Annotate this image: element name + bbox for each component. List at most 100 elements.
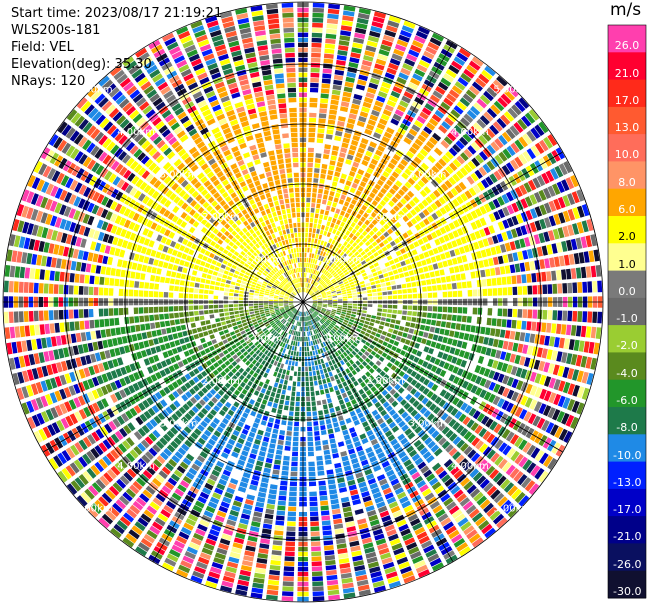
velocity-gate <box>475 154 484 164</box>
velocity-gate <box>500 499 512 511</box>
velocity-gate <box>279 399 285 405</box>
velocity-gate <box>386 313 392 318</box>
velocity-gate <box>519 262 526 272</box>
velocity-gate <box>274 398 279 404</box>
velocity-gate <box>365 282 371 287</box>
velocity-gate <box>397 267 403 273</box>
velocity-gate <box>464 190 473 199</box>
velocity-gate <box>487 236 494 246</box>
velocity-gate <box>205 538 217 546</box>
velocity-gate <box>103 308 109 317</box>
velocity-gate <box>511 319 517 329</box>
velocity-gate <box>521 274 527 284</box>
velocity-gate <box>173 306 179 312</box>
velocity-gate <box>413 391 421 399</box>
velocity-gate <box>586 219 594 232</box>
velocity-gate <box>316 198 322 204</box>
velocity-gate <box>322 439 329 445</box>
velocity-gate <box>246 373 252 380</box>
velocity-gate <box>249 399 255 405</box>
velocity-gate <box>352 265 358 271</box>
velocity-gate <box>80 332 87 342</box>
velocity-gate <box>410 551 422 560</box>
velocity-gate <box>53 310 59 320</box>
velocity-gate <box>378 274 384 279</box>
velocity-gate <box>239 518 249 525</box>
velocity-gate <box>379 199 387 207</box>
velocity-gate <box>311 37 322 43</box>
velocity-gate <box>469 468 480 479</box>
velocity-gate <box>499 266 506 275</box>
velocity-gate <box>486 278 492 287</box>
velocity-gate <box>320 325 324 331</box>
velocity-gate <box>349 187 356 194</box>
velocity-gate <box>293 315 297 320</box>
velocity-gate <box>428 249 435 256</box>
velocity-gate <box>547 185 556 197</box>
velocity-gate <box>317 249 321 255</box>
velocity-gate <box>90 330 97 340</box>
velocity-gate <box>318 234 323 240</box>
velocity-gate <box>225 316 230 320</box>
velocity-gate <box>372 528 383 536</box>
velocity-gate <box>138 290 144 297</box>
velocity-gate <box>448 529 460 540</box>
velocity-gate <box>514 491 526 504</box>
velocity-gate <box>358 388 365 395</box>
velocity-gate <box>539 374 547 386</box>
velocity-gate <box>350 221 356 228</box>
velocity-gate <box>254 308 259 311</box>
velocity-gate <box>201 547 213 556</box>
velocity-gate <box>351 182 358 189</box>
velocity-gate <box>400 528 411 537</box>
velocity-gate <box>307 172 313 178</box>
velocity-gate <box>394 383 401 391</box>
velocity-gate <box>89 319 95 329</box>
velocity-gate <box>576 189 585 202</box>
velocity-gate <box>301 317 303 322</box>
velocity-gate <box>299 326 301 332</box>
velocity-gate <box>570 238 578 250</box>
velocity-gate <box>359 416 367 423</box>
velocity-gate <box>311 541 321 547</box>
velocity-gate <box>340 360 345 366</box>
velocity-gate <box>557 196 566 209</box>
velocity-gate <box>588 341 595 354</box>
velocity-gate <box>277 439 284 445</box>
velocity-gate <box>407 164 416 172</box>
velocity-gate <box>143 509 155 519</box>
velocity-gate <box>393 340 400 347</box>
velocity-gate <box>567 310 573 322</box>
velocity-gate <box>536 322 542 332</box>
velocity-gate <box>411 174 419 182</box>
velocity-gate <box>402 332 408 338</box>
velocity-gate <box>162 562 175 572</box>
velocity-gate <box>131 525 143 536</box>
velocity-gate <box>538 403 547 415</box>
velocity-gate <box>284 338 288 343</box>
velocity-gate <box>411 317 417 323</box>
velocity-gate <box>404 428 413 436</box>
velocity-gate <box>429 326 435 333</box>
velocity-gate <box>595 327 602 339</box>
velocity-gate <box>430 202 438 211</box>
velocity-gate <box>414 373 422 381</box>
velocity-gate <box>177 433 186 442</box>
velocity-gate <box>402 294 408 299</box>
velocity-gate <box>226 561 239 569</box>
velocity-gate <box>534 467 545 480</box>
velocity-gate <box>233 537 245 545</box>
velocity-gate <box>451 509 463 519</box>
velocity-gate <box>517 474 528 486</box>
velocity-gate <box>209 529 220 537</box>
velocity-gate <box>328 238 333 244</box>
velocity-gate <box>346 526 357 533</box>
velocity-gate <box>199 552 212 560</box>
velocity-gate <box>316 322 320 327</box>
velocity-gate <box>330 322 336 326</box>
velocity-gate <box>439 207 447 215</box>
velocity-gate <box>213 343 220 349</box>
velocity-gate <box>502 445 512 456</box>
velocity-gate <box>319 495 328 501</box>
velocity-gate <box>312 286 316 291</box>
